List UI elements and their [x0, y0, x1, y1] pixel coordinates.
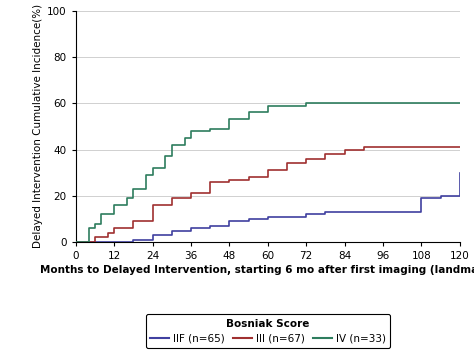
Legend: IIF (n=65), III (n=67), IV (n=33): IIF (n=65), III (n=67), IV (n=33)	[146, 314, 390, 348]
X-axis label: Months to Delayed Intervention, starting 6 mo after first imaging (landmark): Months to Delayed Intervention, starting…	[40, 265, 474, 275]
Y-axis label: Delayed Intervention Cumulative Incidence(%): Delayed Intervention Cumulative Incidenc…	[33, 4, 43, 248]
